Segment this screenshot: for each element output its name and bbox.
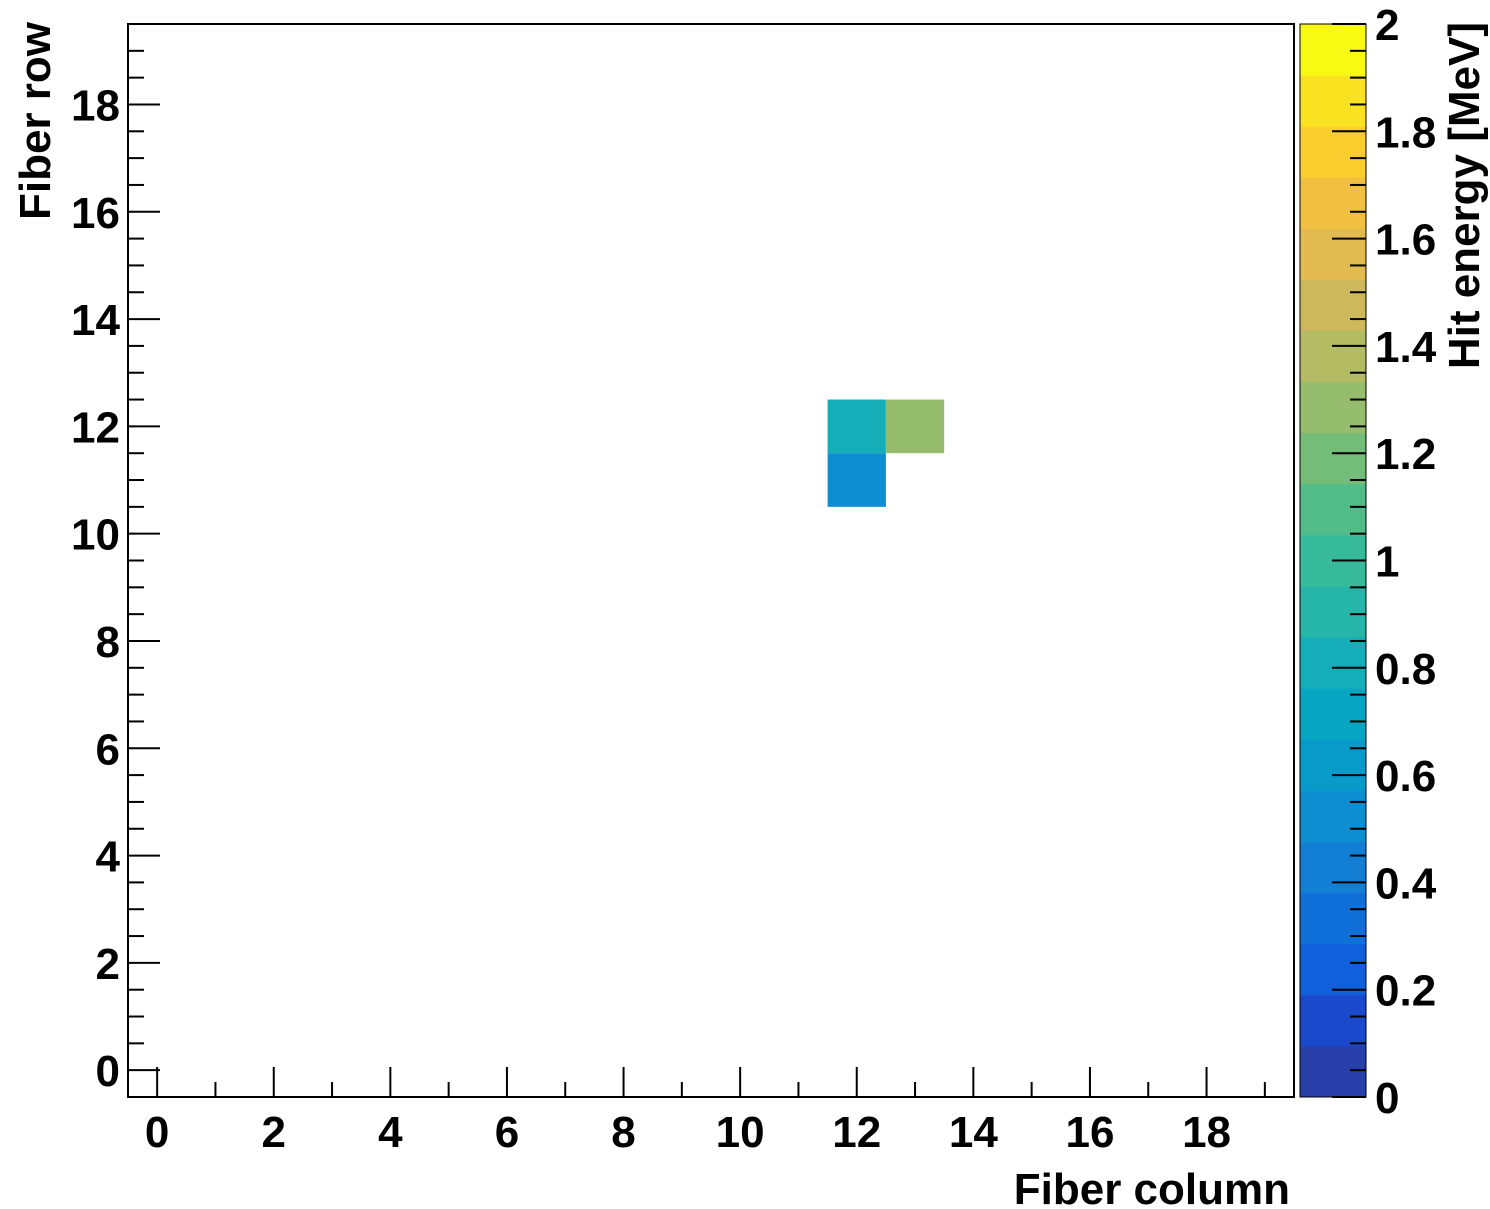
x-tick-label: 6 [495,1108,519,1157]
heatmap-cell-0 [827,399,886,454]
z-tick-label: 0.4 [1375,859,1437,908]
colorbar-band-7 [1300,688,1366,740]
z-tick-label: 1 [1375,538,1399,587]
y-tick-label: 4 [96,833,121,882]
z-tick-label: 0.8 [1375,645,1436,694]
z-tick-label: 0.6 [1375,752,1436,801]
colorbar-band-14 [1300,330,1366,383]
x-tick-label: 8 [611,1108,635,1157]
z-tick-label: 1.6 [1375,216,1436,265]
y-tick-label: 14 [71,296,120,345]
x-axis-ticks: 0 2 4 6 8 10 12 14 16 18 [145,1067,1266,1157]
colorbar-band-5 [1300,790,1366,843]
colorbar-band-11 [1300,483,1366,536]
x-tick-label: 14 [949,1108,998,1157]
colorbar-band-12 [1300,432,1366,485]
colorbar-band-2 [1300,943,1366,996]
heatmap-cell-2 [827,453,886,507]
y-axis-ticks: 0 2 4 6 8 10 12 14 16 18 [71,49,160,1096]
y-tick-label: 16 [71,189,120,238]
y-axis-title: Fiber row [11,21,60,220]
colorbar-band-13 [1300,381,1366,434]
z-tick-label: 1.2 [1375,430,1436,479]
z-tick-label: 0 [1375,1074,1399,1123]
heatmap-cells [827,399,945,507]
heatmap-cell-1 [885,399,945,454]
colorbar-band-8 [1300,637,1366,689]
z-tick-label: 0.2 [1375,967,1436,1016]
y-tick-label: 10 [71,511,120,560]
colorbar-band-4 [1300,841,1366,894]
colorbar-band-20 [1300,24,1366,76]
z-axis-ticks: 0 0.2 0.4 0.6 0.8 1 1.2 1.4 1.6 1.8 2 [1332,1,1437,1123]
x-tick-label: 2 [262,1108,286,1157]
y-tick-label: 12 [71,403,120,452]
colorbar-band-0 [1300,1045,1366,1098]
z-tick-label: 1.4 [1375,323,1437,372]
colorbar-band-18 [1300,126,1366,178]
colorbar-band-9 [1300,586,1366,638]
y-tick-label: 2 [96,940,120,989]
colorbar-band-6 [1300,739,1366,791]
color-scale-bar [1300,24,1366,1098]
colorbar-band-19 [1300,75,1366,127]
z-tick-label: 2 [1375,1,1399,50]
x-tick-label: 10 [716,1108,765,1157]
y-tick-label: 0 [96,1047,120,1096]
colorbar-band-1 [1300,994,1366,1047]
z-axis-title: Hit energy [MeV] [1440,22,1489,369]
z-tick-label: 1.8 [1375,108,1436,157]
x-tick-label: 12 [832,1108,881,1157]
x-tick-label: 4 [378,1108,403,1157]
x-tick-label: 0 [145,1108,169,1157]
x-axis-title: Fiber column [1014,1165,1290,1209]
y-tick-label: 18 [71,81,120,130]
y-tick-label: 8 [96,618,120,667]
x-tick-label: 16 [1065,1108,1114,1157]
x-tick-label: 18 [1182,1108,1231,1157]
colorbar-band-16 [1300,228,1366,280]
y-tick-label: 6 [96,725,120,774]
colorbar-band-15 [1300,279,1366,332]
